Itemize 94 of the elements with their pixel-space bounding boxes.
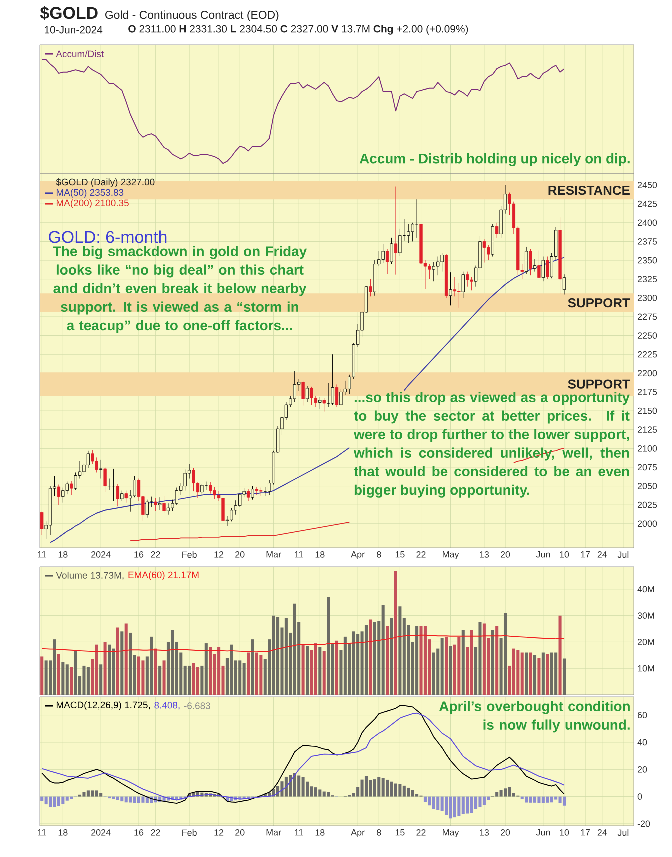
x-tick-label: 24 xyxy=(598,552,608,558)
y-tick-label: 40M xyxy=(638,586,654,593)
x-tick-label: Apr xyxy=(351,552,365,560)
legend-label: MA(50) 2353.83 xyxy=(56,189,124,198)
y-tick-label: 60 xyxy=(638,712,648,719)
x-tick-label: 13 xyxy=(480,830,490,836)
y-tick-label: 2450 xyxy=(638,182,658,188)
text: -6.683 xyxy=(184,702,210,710)
y-tick-label: 10M xyxy=(638,665,654,672)
x-tick-label: 18 xyxy=(316,830,325,836)
legend-title: $GOLD (Daily) 2327.00 xyxy=(56,178,155,188)
text: 8.408, xyxy=(154,702,180,710)
x-tick-label: 16 xyxy=(134,552,144,558)
y-tick-label: 20M xyxy=(638,639,654,646)
legend-label: Accum/Dist xyxy=(56,50,104,58)
y-tick-label: 2050 xyxy=(638,483,658,490)
x-tick-label: 20 xyxy=(236,552,245,558)
x-tick-label: 15 xyxy=(396,552,405,558)
y-tick-label: 2425 xyxy=(638,200,658,208)
y-tick-label: 40 xyxy=(638,739,648,746)
y-tick-label: 2225 xyxy=(638,351,658,358)
y-tick-label: 2300 xyxy=(638,294,658,302)
x-tick-label: Mar xyxy=(266,830,282,836)
x-tick-label: 15 xyxy=(396,830,405,836)
x-tick-label: 10 xyxy=(560,552,570,558)
annotation: Accum - Distrib holding up nicely on dip. xyxy=(360,153,630,167)
y-tick-label: 2150 xyxy=(638,408,658,414)
y-tick-label: 2200 xyxy=(638,370,658,377)
x-tick-label: 11 xyxy=(295,830,304,836)
y-tick-label: 2250 xyxy=(638,332,658,339)
x-tick-label: 17 xyxy=(581,552,590,558)
x-tick-label: Jul xyxy=(618,830,629,836)
y-tick-label: 2175 xyxy=(638,389,658,396)
x-tick-label: 2024 xyxy=(92,552,111,558)
x-tick-label: 8 xyxy=(377,830,382,836)
annotation: GOLD: 6-month xyxy=(49,230,167,244)
y-tick-label: 2075 xyxy=(638,464,658,471)
y-tick-label: -20 xyxy=(638,820,650,828)
y-tick-label: 20 xyxy=(638,766,648,773)
x-tick-label: May xyxy=(443,830,460,838)
x-tick-label: 2024 xyxy=(92,830,111,836)
x-tick-label: 16 xyxy=(134,830,144,836)
chart-subtitle: Gold - Continuous Contract (EOD) xyxy=(106,10,279,22)
y-tick-label: 0 xyxy=(638,794,642,800)
y-tick-label: 2325 xyxy=(638,276,658,283)
chart-title: $GOLD xyxy=(40,6,98,20)
x-tick-label: 20 xyxy=(500,552,510,558)
x-tick-label: 18 xyxy=(316,552,325,558)
x-tick-label: Jun xyxy=(536,830,550,836)
y-tick-label: 2350 xyxy=(638,257,658,264)
legend-label: Volume 13.73M, xyxy=(56,572,124,580)
x-tick-label: 11 xyxy=(38,552,46,558)
x-tick-label: Jul xyxy=(618,552,629,558)
annotation: April’s overbought condition is now fully unwound. xyxy=(440,701,630,733)
y-tick-label: 2125 xyxy=(638,426,658,434)
y-tick-label: 2275 xyxy=(638,314,658,320)
x-tick-label: 24 xyxy=(598,830,608,836)
x-tick-label: 12 xyxy=(214,830,224,836)
x-tick-label: Mar xyxy=(266,552,282,558)
x-tick-label: 12 xyxy=(214,552,224,558)
x-tick-label: 17 xyxy=(581,830,590,836)
x-tick-label: 22 xyxy=(151,552,160,558)
x-tick-label: 20 xyxy=(500,830,510,836)
x-tick-label: 18 xyxy=(58,830,68,836)
y-tick-label: 2025 xyxy=(638,502,658,508)
x-tick-label: 11 xyxy=(38,830,46,836)
x-tick-label: 10 xyxy=(560,830,570,836)
legend-label: MACD(12,26,9) 1.725, xyxy=(56,702,150,710)
band-label: SUPPORT xyxy=(568,298,630,308)
x-tick-label: 13 xyxy=(480,552,490,558)
x-tick-label: Feb xyxy=(182,552,197,558)
y-tick-label: 2100 xyxy=(638,445,658,452)
x-tick-label: May xyxy=(443,552,460,560)
annotation: The big smackdown in gold on Friday looks like “no big deal” on this chart and didn’t even break it below nearby support. It is viewed as a “storm in a teacup” due to one-off factors... xyxy=(53,246,308,334)
x-tick-label: 18 xyxy=(58,552,68,558)
y-tick-label: 2000 xyxy=(638,520,658,528)
y-tick-label: 2375 xyxy=(638,238,658,245)
text: EMA(60) 21.17M xyxy=(128,572,199,580)
band-label: RESISTANCE xyxy=(548,186,630,196)
x-tick-label: 22 xyxy=(416,830,426,836)
x-tick-label: 22 xyxy=(151,830,160,836)
x-tick-label: 11 xyxy=(295,552,304,558)
legend-label: MA(200) 2100.35 xyxy=(56,200,129,208)
x-tick-label: 20 xyxy=(236,830,245,836)
y-tick-label: 2400 xyxy=(638,220,658,226)
x-tick-label: Jun xyxy=(536,552,550,558)
x-tick-label: 8 xyxy=(377,552,382,558)
text: 10-Jun-2024 xyxy=(44,26,103,34)
y-tick-label: 30M xyxy=(638,612,654,619)
band-label: SUPPORT xyxy=(568,380,630,389)
text: O 2311.00 H 2331.30 L 2304.50 C 2327.00 V 13.7M Chg +2.00 (+0.09%) xyxy=(128,25,468,35)
x-tick-label: 22 xyxy=(416,552,426,558)
x-tick-label: Feb xyxy=(182,830,197,836)
x-tick-label: Apr xyxy=(351,830,365,838)
